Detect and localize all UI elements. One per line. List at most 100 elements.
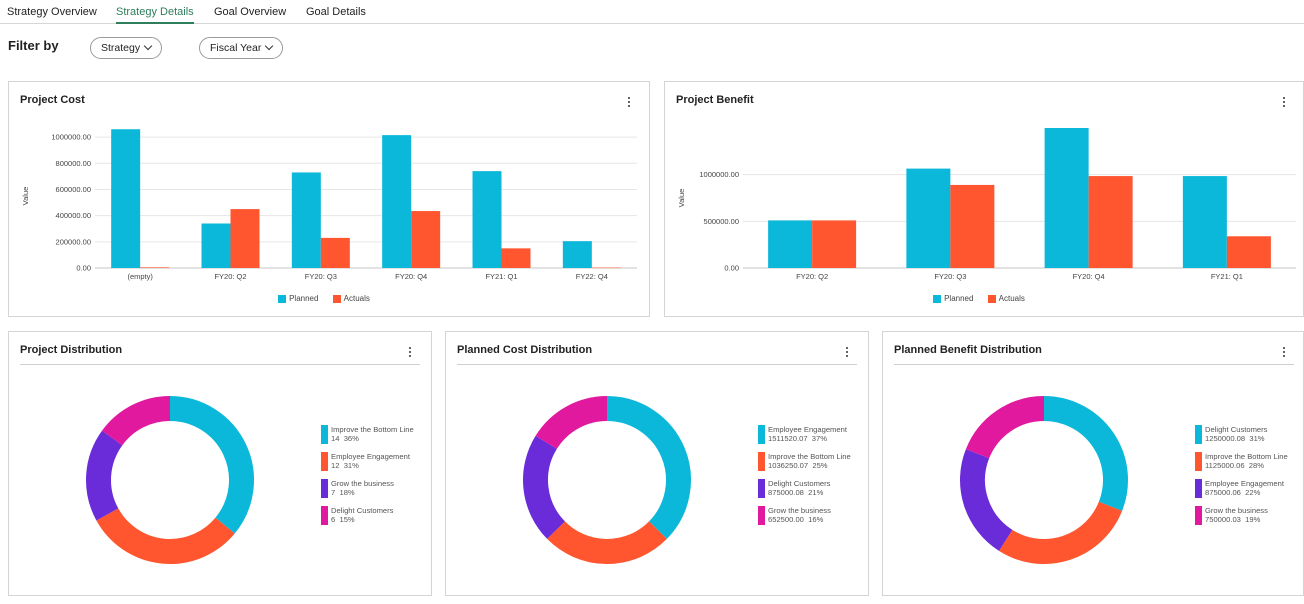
project-distribution-title: Project Distribution bbox=[20, 344, 123, 356]
legend-name: Delight Customers bbox=[1205, 425, 1268, 434]
legend-item-actuals[interactable]: Actuals bbox=[332, 294, 370, 304]
legend-item-planned[interactable]: Planned bbox=[278, 294, 318, 303]
legend-item[interactable]: Delight Customers 6 15% bbox=[321, 506, 416, 525]
project-benefit-title: Project Benefit bbox=[676, 94, 754, 106]
tab-bar: Strategy Overview Strategy Details Goal … bbox=[0, 0, 1304, 24]
legend-value: 14 36% bbox=[331, 434, 416, 443]
kebab-menu-icon[interactable] bbox=[623, 95, 635, 109]
legend-item-actuals[interactable]: Actuals bbox=[987, 294, 1025, 304]
x-tick-label: FY20: Q4 bbox=[395, 272, 427, 281]
x-tick-label: FY20: Q2 bbox=[796, 272, 828, 281]
bar-actuals bbox=[140, 267, 170, 268]
donut-slice bbox=[86, 430, 123, 521]
y-axis-label: Value bbox=[677, 189, 686, 208]
slice-value: 1511520.07 bbox=[768, 434, 808, 443]
y-tick-label: 1000000.00 bbox=[699, 170, 739, 179]
tab-strategy-overview[interactable]: Strategy Overview bbox=[7, 6, 97, 18]
legend-name: Delight Customers bbox=[768, 479, 831, 488]
actuals-swatch bbox=[987, 295, 996, 304]
slice-value: 875000.08 bbox=[768, 488, 804, 497]
legend-name: Improve the Bottom Line bbox=[331, 425, 414, 434]
legend-swatch bbox=[758, 452, 765, 471]
legend-swatch bbox=[1195, 425, 1202, 444]
slice-value: 750000.03 bbox=[1205, 515, 1241, 524]
planned-cost-distribution-legend: Employee Engagement 1511520.07 37% Improv… bbox=[758, 425, 853, 533]
legend-swatch bbox=[758, 425, 765, 444]
slice-value: 652500.00 bbox=[768, 515, 804, 524]
card-divider bbox=[457, 364, 857, 365]
legend-item[interactable]: Improve the Bottom Line 1036250.07 25% bbox=[758, 452, 853, 471]
slice-value: 14 bbox=[331, 434, 340, 443]
donut-slice bbox=[169, 396, 254, 534]
legend-value: 750000.03 19% bbox=[1205, 515, 1290, 524]
legend-name: Grow the business bbox=[331, 479, 394, 488]
legend-item[interactable]: Grow the business 750000.03 19% bbox=[1195, 506, 1290, 525]
x-tick-label: FY20: Q4 bbox=[1073, 272, 1105, 281]
donut-slice bbox=[998, 501, 1123, 564]
legend-item-planned[interactable]: Planned bbox=[933, 294, 973, 303]
legend-swatch bbox=[758, 506, 765, 525]
project-benefit-chart: 0.00 500000.00 1000000.00 Value FY20: Q2 FY20… bbox=[677, 128, 1296, 281]
fiscal-year-filter-dropdown[interactable]: Fiscal Year bbox=[199, 37, 284, 59]
legend-value: 1036250.07 25% bbox=[768, 461, 853, 470]
legend-item[interactable]: Delight Customers 1250000.08 31% bbox=[1195, 425, 1290, 444]
bar-planned bbox=[768, 220, 813, 268]
kebab-menu-icon[interactable] bbox=[1278, 345, 1290, 359]
bar-actuals bbox=[411, 211, 441, 268]
legend-swatch bbox=[321, 479, 328, 498]
strategy-filter-label: Strategy bbox=[101, 42, 141, 54]
legend-item[interactable]: Grow the business 7 18% bbox=[321, 479, 416, 498]
y-axis-label: Value bbox=[21, 187, 30, 206]
kebab-menu-icon[interactable] bbox=[404, 345, 416, 359]
planned-benefit-distribution-title: Planned Benefit Distribution bbox=[894, 344, 1042, 356]
tab-strategy-details[interactable]: Strategy Details bbox=[116, 0, 194, 24]
donut-slice bbox=[102, 396, 171, 446]
legend-item[interactable]: Employee Engagement 1511520.07 37% bbox=[758, 425, 853, 444]
legend-item[interactable]: Grow the business 652500.00 16% bbox=[758, 506, 853, 525]
x-tick-label: FY20: Q2 bbox=[214, 272, 246, 281]
legend-name: Grow the business bbox=[768, 506, 831, 515]
bar-planned bbox=[382, 135, 412, 268]
planned-benefit-distribution-card: Planned Benefit Distribution Delight Cus… bbox=[882, 331, 1304, 596]
legend-item[interactable]: Employee Engagement 875000.06 22% bbox=[1195, 479, 1290, 498]
slice-percent: 16% bbox=[808, 515, 824, 524]
legend-name: Grow the business bbox=[1205, 506, 1268, 515]
donut-slice bbox=[535, 396, 608, 450]
legend-swatch bbox=[1195, 452, 1202, 471]
legend-item[interactable]: Delight Customers 875000.08 21% bbox=[758, 479, 853, 498]
legend-item[interactable]: Improve the Bottom Line 14 36% bbox=[321, 425, 416, 444]
x-tick-label: FY20: Q3 bbox=[934, 272, 966, 281]
slice-value: 7 bbox=[331, 488, 336, 497]
bar-actuals bbox=[812, 220, 857, 268]
legend-value: 1125000.06 28% bbox=[1205, 461, 1290, 470]
kebab-menu-icon[interactable] bbox=[1278, 95, 1290, 109]
planned-cost-distribution-card: Planned Cost Distribution Employee Engag… bbox=[445, 331, 869, 596]
card-divider bbox=[20, 364, 420, 365]
bar-actuals bbox=[230, 209, 260, 268]
bar-planned bbox=[562, 241, 592, 268]
slice-value: 12 bbox=[331, 461, 340, 470]
kebab-menu-icon[interactable] bbox=[841, 345, 853, 359]
slice-percent: 28% bbox=[1248, 461, 1264, 470]
slice-value: 875000.06 bbox=[1205, 488, 1241, 497]
y-tick-label: 400000.00 bbox=[56, 211, 91, 220]
donut-slice bbox=[965, 396, 1045, 459]
legend-name: Improve the Bottom Line bbox=[768, 452, 851, 461]
slice-percent: 36% bbox=[343, 434, 359, 443]
legend-name: Improve the Bottom Line bbox=[1205, 452, 1288, 461]
actuals-swatch bbox=[332, 295, 341, 304]
bar-planned bbox=[472, 171, 502, 268]
tab-goal-details[interactable]: Goal Details bbox=[306, 6, 366, 18]
legend-swatch bbox=[1195, 479, 1202, 498]
legend-label: Planned bbox=[289, 294, 319, 304]
slice-percent: 22% bbox=[1245, 488, 1261, 497]
legend-item[interactable]: Employee Engagement 12 31% bbox=[321, 452, 416, 471]
bar-actuals bbox=[950, 184, 995, 268]
bar-planned bbox=[291, 172, 321, 268]
legend-item[interactable]: Improve the Bottom Line 1125000.06 28% bbox=[1195, 452, 1290, 471]
strategy-filter-dropdown[interactable]: Strategy bbox=[90, 37, 163, 59]
planned-swatch bbox=[278, 295, 287, 304]
legend-swatch bbox=[321, 425, 328, 444]
tab-goal-overview[interactable]: Goal Overview bbox=[214, 6, 287, 18]
slice-percent: 25% bbox=[812, 461, 828, 470]
